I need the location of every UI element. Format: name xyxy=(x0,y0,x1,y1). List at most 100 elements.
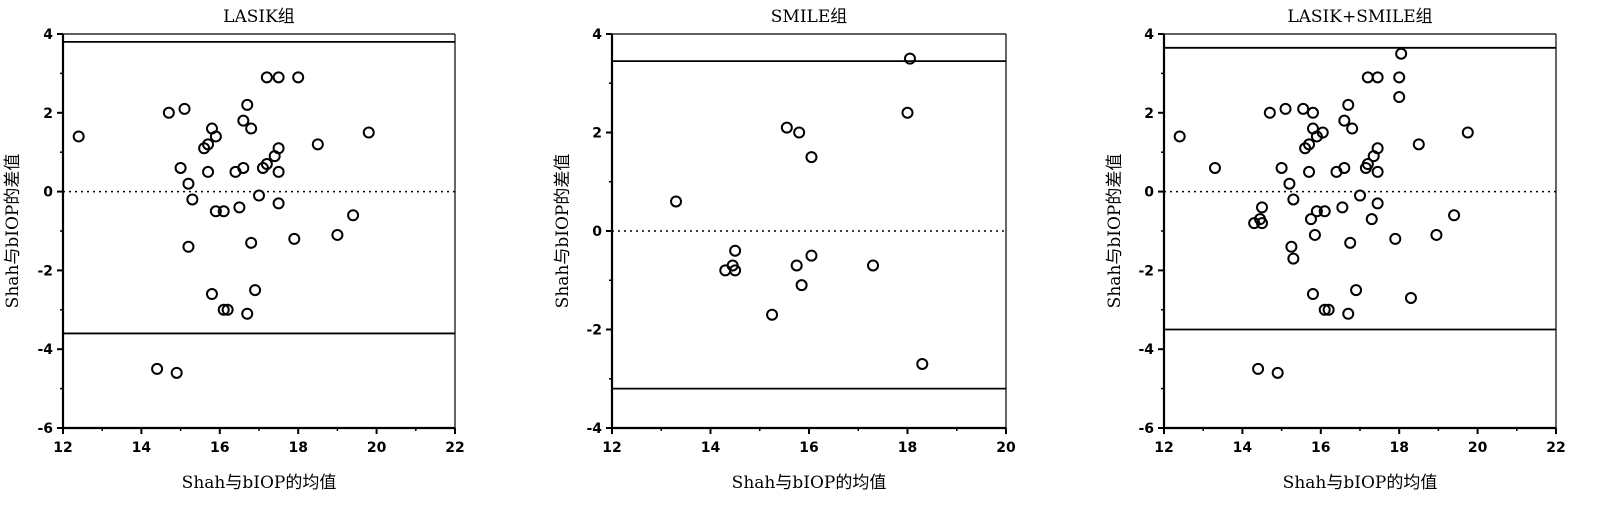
data-point xyxy=(790,259,803,272)
data-point xyxy=(72,130,85,143)
y-tick-label: -6 xyxy=(37,421,53,437)
data-point xyxy=(1461,126,1474,139)
data-point xyxy=(1285,240,1298,253)
data-point xyxy=(1336,201,1349,214)
data-point xyxy=(272,71,285,84)
y-tick-label: -4 xyxy=(37,342,53,358)
data-point xyxy=(331,228,344,241)
chart-panel-1: LASIK组 -6 -4 -2 0 2 4 12 14 16 18 20 22 Shah与bIOP的均值 S… xyxy=(3,7,465,493)
data-point xyxy=(1371,71,1384,84)
x-tick-label: 14 xyxy=(132,440,152,456)
data-point xyxy=(1208,161,1221,174)
data-point xyxy=(209,205,222,218)
data-point xyxy=(245,122,258,135)
data-point xyxy=(729,264,742,277)
data-point xyxy=(272,142,285,155)
data-point xyxy=(805,249,818,262)
data-point xyxy=(1342,98,1355,111)
data-point xyxy=(1256,201,1268,214)
data-point xyxy=(1279,102,1292,115)
data-point xyxy=(1395,47,1408,60)
x-axis-label: Shah与bIOP的均值 xyxy=(1283,473,1438,493)
data-point xyxy=(805,151,818,164)
x-tick-label: 16 xyxy=(799,440,818,456)
data-point xyxy=(1318,303,1331,316)
data-point xyxy=(292,71,305,84)
y-tick-label: -6 xyxy=(1138,421,1154,437)
chart-title: SMILE组 xyxy=(771,7,847,27)
data-point xyxy=(205,288,218,301)
x-axis-label: Shah与bIOP的均值 xyxy=(182,473,337,493)
data-point xyxy=(795,279,808,292)
data-point xyxy=(288,232,301,245)
y-tick-label: -4 xyxy=(1138,342,1154,358)
data-point xyxy=(1389,232,1402,245)
data-point xyxy=(780,121,793,134)
data-point xyxy=(202,138,215,151)
data-point xyxy=(151,362,164,375)
data-point xyxy=(1297,102,1310,115)
data-point xyxy=(253,189,265,202)
data-point xyxy=(186,193,199,206)
data-point xyxy=(793,126,806,139)
x-tick-label: 16 xyxy=(210,440,229,456)
data-point xyxy=(1305,213,1317,226)
data-point xyxy=(237,161,250,174)
y-tick-label: 4 xyxy=(1144,27,1154,43)
data-point xyxy=(1303,165,1316,178)
data-point xyxy=(174,161,187,174)
y-axis-label: Shah与bIOP的差值 xyxy=(3,154,23,309)
data-point xyxy=(217,303,230,316)
chart-panel-3: LASIK+SMILE组 -6 -4 -2 0 2 4 12 14 16 18 20 22 Shah与bI… xyxy=(1105,7,1566,493)
data-point xyxy=(1318,205,1331,218)
data-point xyxy=(1271,366,1284,379)
y-axis-label: Shah与bIOP的差值 xyxy=(1105,154,1125,309)
data-point xyxy=(903,52,916,65)
y-tick-label: 0 xyxy=(592,224,602,240)
data-point xyxy=(221,303,234,316)
data-point xyxy=(311,138,324,151)
data-point xyxy=(1263,106,1276,119)
data-point xyxy=(170,366,183,379)
data-point xyxy=(1361,158,1374,171)
data-point xyxy=(1316,126,1329,139)
data-point xyxy=(1306,288,1319,301)
data-point xyxy=(916,357,929,370)
data-point xyxy=(1350,284,1363,297)
x-tick-label: 18 xyxy=(1389,440,1408,456)
data-point xyxy=(245,236,258,249)
data-point xyxy=(233,201,246,214)
data-point xyxy=(209,130,222,143)
x-tick-label: 20 xyxy=(996,440,1016,456)
data-point xyxy=(1371,142,1384,155)
data-point xyxy=(1275,161,1288,174)
y-tick-label: 4 xyxy=(592,27,602,43)
data-point xyxy=(182,240,195,253)
x-tick-label: 12 xyxy=(1154,440,1173,456)
y-tick-label: -2 xyxy=(37,263,53,279)
data-point xyxy=(1173,130,1186,143)
data-point xyxy=(202,165,215,178)
data-point xyxy=(249,284,262,297)
data-point xyxy=(1404,291,1417,304)
data-point xyxy=(1346,122,1359,135)
x-tick-label: 16 xyxy=(1311,440,1330,456)
data-point xyxy=(1287,193,1300,206)
data-point xyxy=(1322,303,1335,316)
data-point xyxy=(217,205,230,218)
chart-panel-2: SMILE组 -4 -2 0 2 4 12 14 16 18 20 Shah与bIOP的均值 Shah与… xyxy=(553,7,1016,493)
x-tick-label: 20 xyxy=(367,440,387,456)
x-tick-label: 22 xyxy=(1546,440,1565,456)
y-tick-label: 2 xyxy=(43,106,53,122)
data-point xyxy=(1365,213,1378,226)
data-point xyxy=(1371,165,1384,178)
data-point xyxy=(766,308,779,321)
data-point xyxy=(260,158,273,171)
y-tick-label: -4 xyxy=(586,421,602,437)
data-point xyxy=(729,244,742,257)
data-point xyxy=(347,209,360,222)
data-point xyxy=(1252,362,1265,375)
data-point xyxy=(901,106,914,119)
